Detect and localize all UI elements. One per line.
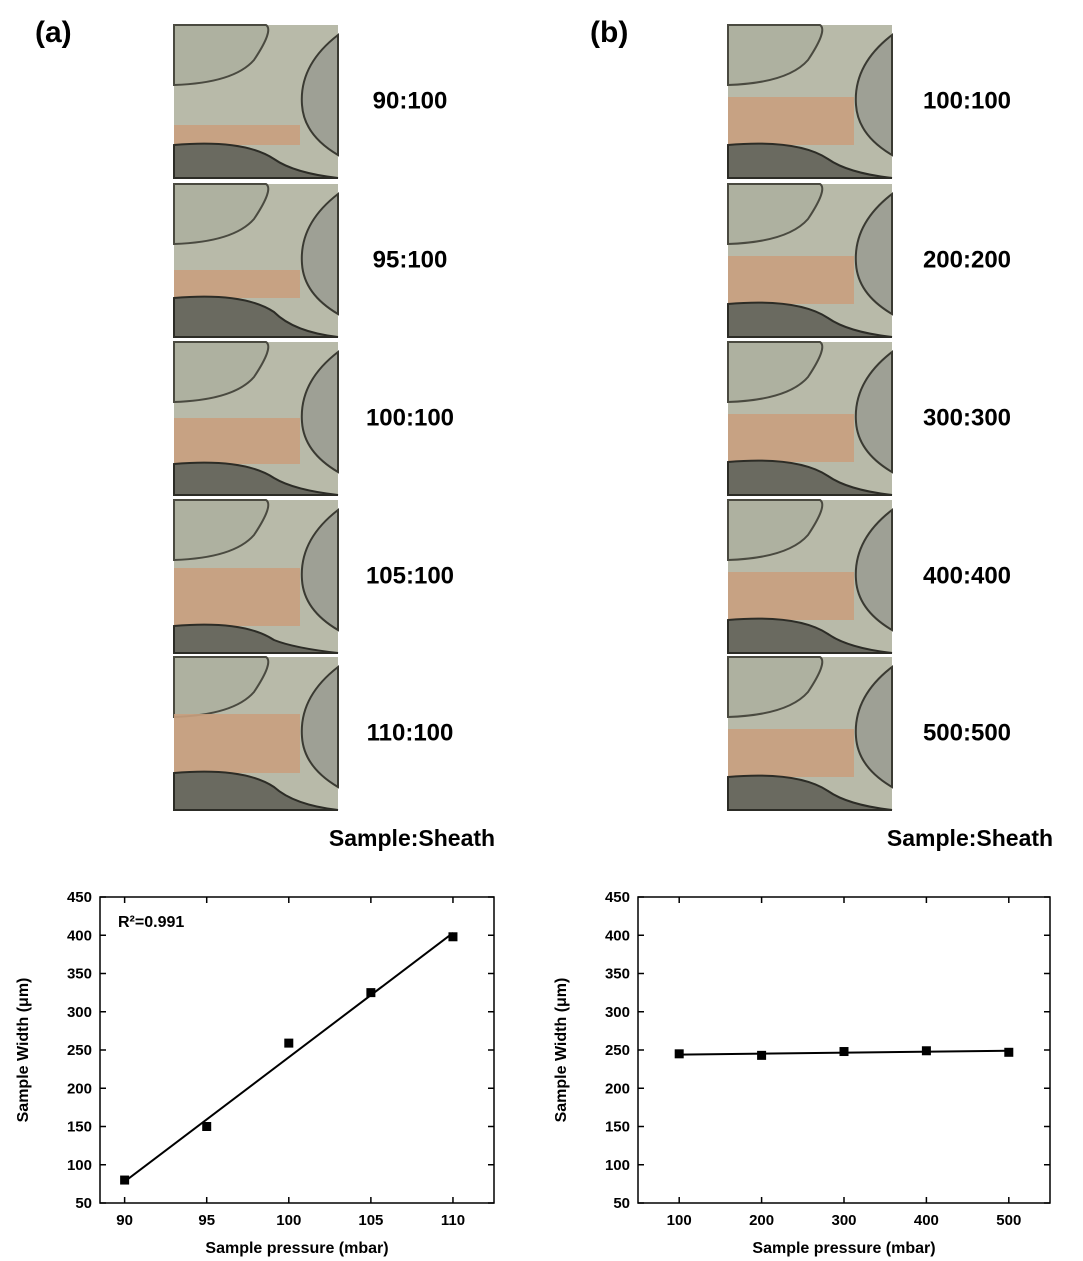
y-tick-label: 200 bbox=[605, 1080, 630, 1097]
ratio-label: 400:400 bbox=[923, 562, 1011, 589]
sample-stream bbox=[728, 256, 854, 304]
y-tick-label: 350 bbox=[67, 966, 92, 983]
data-point bbox=[840, 1047, 849, 1056]
sample-stream bbox=[174, 418, 300, 464]
ratio-label: 500:500 bbox=[923, 719, 1011, 746]
sample-stream bbox=[174, 568, 300, 626]
y-tick-label: 150 bbox=[67, 1119, 92, 1136]
y-tick-label: 50 bbox=[75, 1195, 92, 1212]
panel-label: (a) bbox=[35, 16, 72, 49]
micrograph bbox=[728, 184, 892, 337]
x-tick-label: 90 bbox=[116, 1212, 133, 1229]
micrograph bbox=[174, 25, 338, 178]
ratio-label: 100:100 bbox=[923, 87, 1011, 114]
micrograph bbox=[728, 657, 892, 810]
sample-stream bbox=[728, 97, 854, 145]
x-tick-label: 300 bbox=[831, 1212, 856, 1229]
micrograph bbox=[728, 25, 892, 178]
ratio-label: 95:100 bbox=[373, 246, 448, 273]
x-tick-label: 100 bbox=[276, 1212, 301, 1229]
micrograph bbox=[728, 500, 892, 653]
y-tick-label: 400 bbox=[67, 927, 92, 944]
y-tick-label: 100 bbox=[67, 1157, 92, 1174]
x-axis-title: Sample pressure (mbar) bbox=[752, 1240, 935, 1257]
micrograph bbox=[174, 184, 338, 337]
x-tick-label: 100 bbox=[667, 1212, 692, 1229]
y-tick-label: 250 bbox=[67, 1042, 92, 1059]
sample-stream bbox=[728, 414, 854, 462]
ratio-label: 200:200 bbox=[923, 246, 1011, 273]
y-axis-title: Sample Width (μm) bbox=[553, 978, 570, 1123]
y-tick-label: 250 bbox=[605, 1042, 630, 1059]
sample-stream bbox=[728, 572, 854, 620]
data-point bbox=[202, 1122, 211, 1131]
figure: (a) 90:100 95:100 100:100 105:100 110:100 Samp… bbox=[0, 0, 1083, 1261]
ratio-label: 110:100 bbox=[367, 719, 454, 746]
sample-stream bbox=[174, 714, 300, 773]
fit-line bbox=[125, 933, 453, 1182]
y-tick-label: 150 bbox=[605, 1119, 630, 1136]
sample-stream bbox=[728, 729, 854, 777]
panel-label: (b) bbox=[590, 16, 628, 49]
y-tick-label: 400 bbox=[605, 927, 630, 944]
y-tick-label: 450 bbox=[67, 889, 92, 906]
y-tick-label: 450 bbox=[605, 889, 630, 906]
x-tick-label: 400 bbox=[914, 1212, 939, 1229]
micrograph bbox=[174, 657, 338, 810]
x-tick-label: 500 bbox=[996, 1212, 1021, 1229]
ratio-label: 300:300 bbox=[923, 404, 1011, 431]
ratio-label: 100:100 bbox=[366, 404, 454, 431]
x-tick-label: 110 bbox=[441, 1212, 465, 1229]
data-point bbox=[284, 1039, 293, 1048]
sample-stream bbox=[174, 270, 300, 298]
y-tick-label: 100 bbox=[605, 1157, 630, 1174]
micrograph bbox=[174, 500, 338, 653]
data-point bbox=[1004, 1048, 1013, 1057]
x-tick-label: 105 bbox=[358, 1212, 383, 1229]
y-tick-label: 300 bbox=[67, 1004, 92, 1021]
x-axis-title: Sample pressure (mbar) bbox=[205, 1240, 388, 1257]
micrograph bbox=[174, 342, 338, 495]
x-tick-label: 95 bbox=[198, 1212, 215, 1229]
y-axis-title: Sample Width (μm) bbox=[15, 978, 32, 1123]
y-tick-label: 350 bbox=[605, 966, 630, 983]
annotation: R²=0.991 bbox=[118, 914, 184, 931]
y-tick-label: 50 bbox=[613, 1195, 630, 1212]
x-tick-label: 200 bbox=[749, 1212, 774, 1229]
ratio-label: 90:100 bbox=[373, 87, 448, 114]
caption: Sample:Sheath bbox=[329, 825, 495, 851]
sample-stream bbox=[174, 125, 300, 145]
micrograph bbox=[728, 342, 892, 495]
y-tick-label: 300 bbox=[605, 1004, 630, 1021]
data-point bbox=[757, 1051, 766, 1060]
ratio-label: 105:100 bbox=[366, 562, 454, 589]
caption: Sample:Sheath bbox=[887, 825, 1053, 851]
y-tick-label: 200 bbox=[67, 1080, 92, 1097]
